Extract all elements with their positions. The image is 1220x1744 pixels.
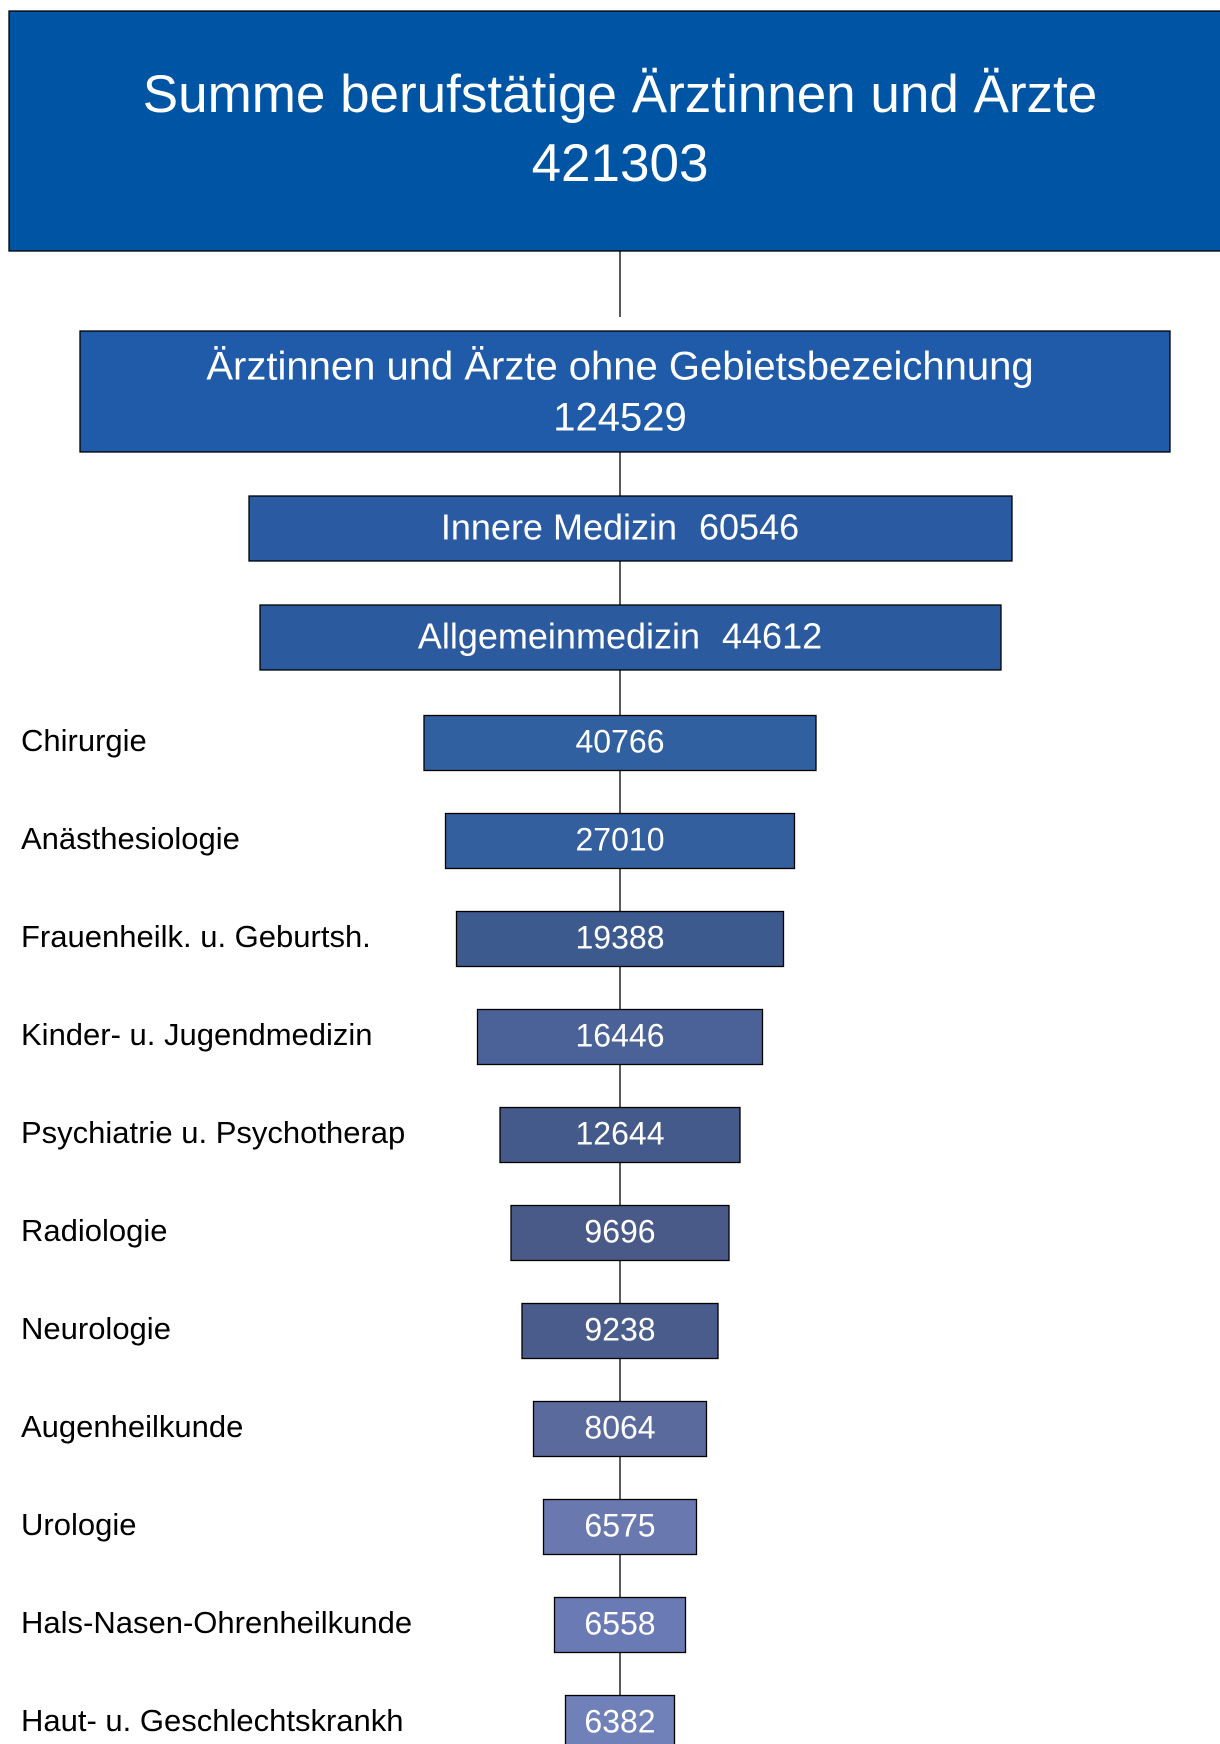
row-value: 19388 [576,919,665,955]
row-label: Urologie [21,1507,136,1542]
row-value: 9696 [584,1213,655,1249]
row-label: Anästhesiologie [21,821,240,856]
row-value: 8064 [584,1409,655,1445]
row-value: 9238 [584,1311,655,1347]
row-label: Psychiatrie u. Psychotherap [21,1115,405,1150]
row-box [510,1204,730,1262]
row-label: Hals-Nasen-Ohrenheilkunde [21,1605,412,1640]
group-box [259,604,1002,671]
row-box [521,1302,719,1360]
row-label: Augenheilkunde [21,1409,243,1444]
group-value: 44612 [722,615,822,656]
row-label: Chirurgie [21,723,147,758]
row-box [499,1106,741,1164]
group-label: Ärztinnen und Ärzte ohne Gebietsbezeichn… [206,345,1033,389]
group-label: Innere Medizin [441,506,677,547]
group-text: Allgemeinmedizin 44612 [418,615,822,656]
row-box [444,812,796,870]
row-box [542,1498,698,1556]
row-box [564,1694,676,1744]
row-box [455,910,785,968]
group-label: Allgemeinmedizin [418,615,700,656]
row-value: 6575 [584,1507,655,1543]
header-value: 421303 [532,134,709,193]
row-value: 40766 [576,723,665,759]
row-value: 6382 [584,1703,655,1739]
row-label: Kinder- u. Jugendmedizin [21,1017,373,1052]
row-value: 6558 [584,1605,655,1641]
group-value: 60546 [699,506,799,547]
row-value: 16446 [576,1017,665,1053]
row-box [423,714,817,772]
header-title: Summe berufstätige Ärztinnen und Ärzte [143,65,1098,124]
row-label: Neurologie [21,1311,171,1346]
group-box [248,495,1013,562]
row-box [476,1008,764,1066]
row-box [553,1596,687,1654]
header-box [8,10,1220,252]
row-label: Radiologie [21,1213,168,1248]
group-box [79,330,1171,453]
group-value: 124529 [553,396,686,440]
group-text: Innere Medizin 60546 [441,506,799,547]
row-value: 27010 [576,821,665,857]
row-value: 12644 [576,1115,665,1151]
row-label: Haut- u. Geschlechtskrankh [21,1703,404,1738]
row-box [532,1400,708,1458]
row-label: Frauenheilk. u. Geburtsh. [21,919,371,954]
